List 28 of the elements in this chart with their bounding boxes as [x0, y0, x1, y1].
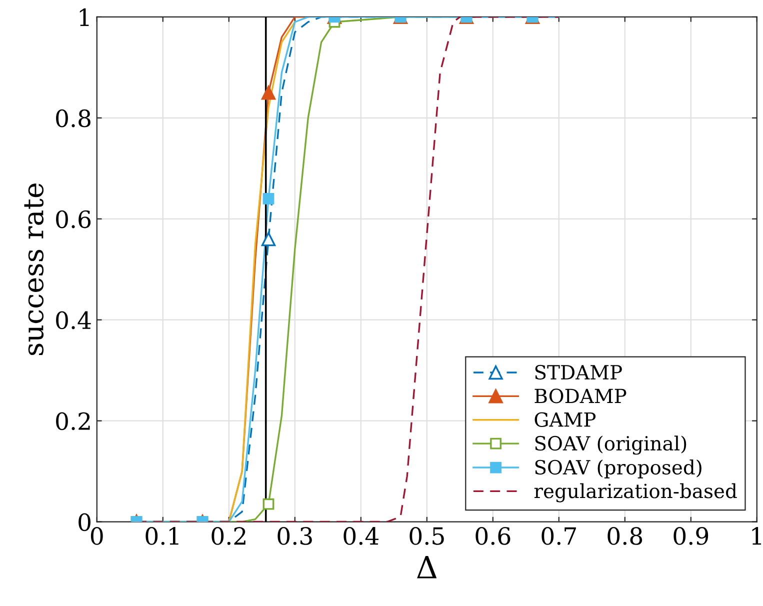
y-axis-title: success rate	[24, 184, 44, 356]
legend-label: SOAV (proposed)	[535, 460, 702, 478]
x-tick-label: 0.3	[278, 527, 312, 545]
x-tick-label: 0.1	[146, 527, 178, 545]
x-tick-label: 0.9	[674, 527, 708, 545]
x-tick-label: 0.5	[410, 527, 444, 545]
y-tick-label: 0	[78, 513, 90, 532]
y-tick-label: 0.2	[56, 412, 90, 430]
point	[261, 232, 276, 246]
x-tick-label: 0.8	[608, 527, 642, 545]
x-tick-label: 1	[752, 527, 762, 545]
x-tick-label: 0.4	[344, 527, 378, 545]
legend-label: BODAMP	[534, 388, 626, 404]
x-tick-label: 0	[90, 527, 103, 545]
x-tick-label: 0.2	[212, 527, 246, 545]
point	[262, 193, 274, 204]
legend-label: SOAV (original)	[535, 436, 686, 455]
y-tick-label: 1	[80, 8, 89, 26]
x-tick-label: 0.6	[476, 527, 510, 545]
y-tick-label: 0.4	[56, 311, 91, 330]
y-tick-label: 0.6	[56, 210, 91, 228]
legend-label: GAMP	[534, 412, 596, 427]
x-axis-title: Δ	[417, 556, 437, 578]
x-tick-label: 0.7	[542, 527, 576, 545]
legend-label: STDAMP	[535, 364, 622, 380]
legend-label: regularization-based	[534, 483, 737, 502]
line-series	[228, 21, 296, 522]
y-tick-label: 0.8	[56, 109, 90, 128]
